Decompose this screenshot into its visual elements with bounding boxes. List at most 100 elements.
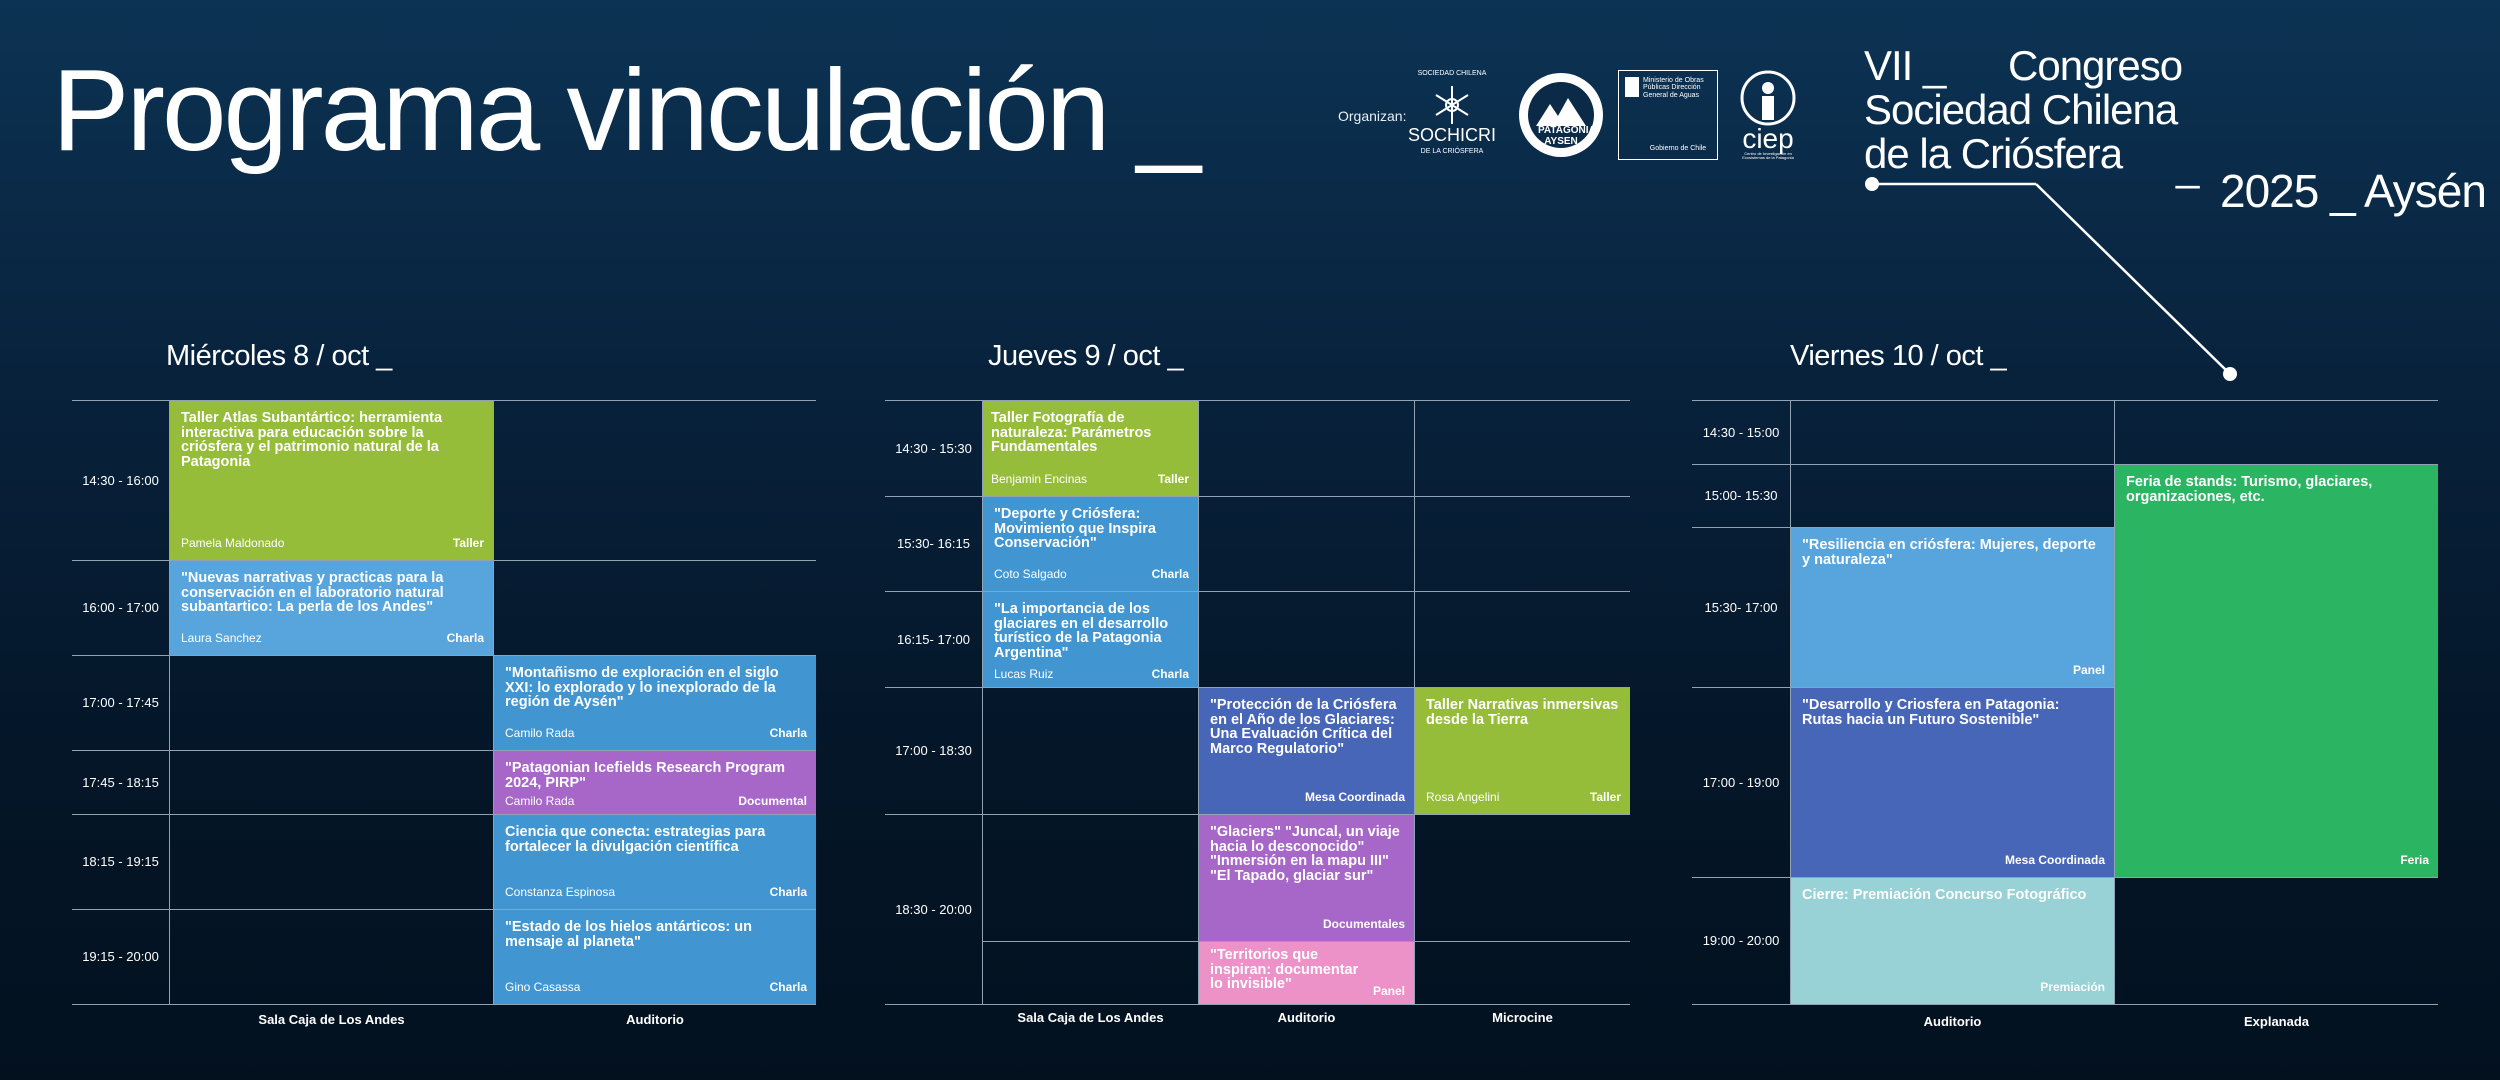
page-title: Programa vinculación _: [52, 45, 1201, 175]
grid-line: [1692, 464, 2438, 465]
event-card[interactable]: Feria de stands: Turismo, glaciares, org…: [2115, 465, 2438, 877]
event-card[interactable]: "Deporte y Criósfera: Movimiento que Ins…: [983, 497, 1198, 591]
time-slot: 15:00- 15:30: [1704, 488, 1778, 503]
event-speaker: Laura Sanchez: [181, 631, 262, 645]
patagonia-aysen-logo: PATAGONIA AYSEN: [1516, 68, 1606, 162]
gobierno-text: Gobierno de Chile: [1649, 145, 1707, 152]
event-card[interactable]: Ciencia que conecta: estrategias para fo…: [494, 815, 816, 909]
grid-line: [2114, 400, 2115, 1004]
congress-word: Congreso: [2008, 42, 2183, 89]
grid-line: [885, 591, 1630, 592]
event-type: Charla: [446, 631, 484, 645]
organizers-label: Organizan:: [1338, 108, 1407, 124]
event-type: Charla: [769, 885, 807, 899]
event-type: Taller: [1157, 472, 1189, 486]
grid-line: [169, 400, 170, 1004]
event-title: "Estado de los hielos antárticos: un men…: [505, 919, 752, 950]
event-type: Charla: [1151, 667, 1189, 681]
grid-line: [1692, 687, 2114, 688]
ciep-logo: ciep Centro de Investigación en Ecosiste…: [1732, 68, 1804, 162]
event-speaker: Gino Casassa: [505, 980, 581, 994]
event-title: "Nuevas narrativas y practicas para la c…: [181, 570, 444, 615]
time-slot: 18:15 - 19:15: [82, 854, 159, 869]
event-card[interactable]: Taller Narrativas inmersivas desde la Ti…: [1415, 688, 1630, 814]
event-type: Charla: [769, 726, 807, 740]
patagonia-aysen-text: PATAGONIA AYSEN: [1538, 125, 1596, 147]
event-title: "Protección de la Criósfera en el Año de…: [1210, 697, 1397, 757]
event-speaker: Camilo Rada: [505, 726, 575, 740]
grid-line: [885, 687, 1630, 688]
event-card[interactable]: "Patagonian Icefields Research Program 2…: [494, 751, 816, 814]
time-slot: 19:15 - 20:00: [82, 949, 159, 964]
event-card[interactable]: "Protección de la Criósfera en el Año de…: [1199, 688, 1414, 814]
event-card[interactable]: "Resiliencia en criósfera: Mujeres, depo…: [1791, 528, 2114, 687]
event-type: Panel: [1372, 984, 1405, 998]
sochicri-bottom-text: DE LA CRIÓSFERA: [1420, 148, 1484, 155]
event-speaker: Pamela Maldonado: [181, 536, 285, 550]
grid-line: [885, 496, 1630, 497]
time-slot: 19:00 - 20:00: [1702, 933, 1780, 948]
event-card[interactable]: Cierre: Premiación Concurso Fotográfico …: [1791, 878, 2114, 1004]
grid-line: [72, 560, 816, 561]
event-title: Cierre: Premiación Concurso Fotográfico: [1802, 887, 2087, 903]
event-card[interactable]: "Nuevas narrativas y practicas para la c…: [170, 561, 493, 655]
ciep-text: ciep: [1742, 123, 1794, 154]
grid-line: [982, 400, 983, 1004]
event-card[interactable]: "Glaciers" "Juncal, un viaje hacia lo de…: [1199, 815, 1414, 941]
sochicri-top-text: SOCIEDAD CHILENA: [1417, 70, 1487, 77]
grid-line: [72, 750, 816, 751]
event-type: Taller: [1589, 790, 1621, 804]
grid-line: [1414, 400, 1415, 1004]
event-card[interactable]: Taller Atlas Subantártico: herramienta i…: [170, 401, 493, 560]
event-title: Feria de stands: Turismo, glaciares, org…: [2126, 474, 2373, 505]
event-type: Charla: [1151, 567, 1189, 581]
grid-line: [885, 814, 1630, 815]
congress-title: VII _ Congreso Sociedad Chilena de la Cr…: [1864, 42, 2199, 188]
column-label: Auditorio: [1923, 1014, 1982, 1029]
day-title-thursday: Jueves 9 / oct _: [988, 340, 1184, 372]
event-card[interactable]: "Territorios que inspiran: documentar lo…: [1199, 942, 1414, 1004]
event-card[interactable]: Taller Fotografía de naturaleza: Parámet…: [983, 401, 1198, 496]
ministerio-logo: Ministerio de Obras Públicas Dirección G…: [1618, 70, 1718, 160]
congress-cryosphere: de la Criósfera: [1864, 130, 2123, 177]
grid-line: [1692, 527, 2114, 528]
column-label: Auditorio: [626, 1012, 684, 1027]
time-slot: 16:00 - 17:00: [82, 600, 159, 615]
time-slot: 15:30- 17:00: [1704, 599, 1778, 615]
time-slot: 17:00 - 17:45: [82, 695, 159, 710]
event-type: Taller: [452, 536, 484, 550]
event-card[interactable]: "Montañismo de exploración en el siglo X…: [494, 656, 816, 750]
event-speaker: Constanza Espinosa: [505, 885, 616, 899]
column-label: Microcine: [1492, 1010, 1553, 1025]
event-title: Taller Fotografía de naturaleza: Parámet…: [991, 410, 1152, 455]
event-title: Ciencia que conecta: estrategias para fo…: [505, 824, 766, 855]
event-type: Charla: [769, 980, 807, 994]
ciep-sub-text: Centro de Investigación en Ecosistemas d…: [1742, 151, 1794, 161]
grid-line: [72, 655, 816, 656]
grid-line: [72, 1004, 816, 1005]
event-card[interactable]: "Desarrollo y Criosfera en Patagonia: Ru…: [1791, 688, 2114, 877]
event-title: "Resiliencia en criósfera: Mujeres, depo…: [1802, 537, 2096, 568]
event-speaker: Coto Salgado: [994, 567, 1067, 581]
event-card[interactable]: "La importancia de los glaciares en el d…: [983, 592, 1198, 687]
event-title: Taller Atlas Subantártico: herramienta i…: [181, 410, 443, 470]
grid-line: [1692, 400, 2438, 401]
time-slot: 17:00 - 19:00: [1702, 774, 1780, 790]
grid-line: [982, 941, 1630, 942]
time-slot: 14:30 - 15:00: [1702, 424, 1780, 440]
event-title: "Patagonian Icefields Research Program 2…: [505, 760, 786, 791]
congress-edition: VII _: [1864, 42, 1946, 89]
event-title: "La importancia de los glaciares en el d…: [994, 601, 1169, 661]
congress-dash: _: [2176, 142, 2199, 189]
event-title: "Territorios que inspiran: documentar lo…: [1210, 947, 1359, 992]
event-title: "Glaciers" "Juncal, un viaje hacia lo de…: [1210, 824, 1400, 884]
sochicri-logo: SOCIEDAD CHILENA SOCHICRI DE LA CRIÓSFER…: [1404, 68, 1500, 162]
event-type: Documental: [738, 794, 807, 808]
day-title-friday: Viernes 10 / oct _: [1790, 340, 2007, 372]
grid-line: [1198, 400, 1199, 1004]
time-slot: 17:00 - 18:30: [895, 743, 972, 758]
time-slot: 18:30 - 20:00: [895, 901, 972, 917]
event-card[interactable]: "Estado de los hielos antárticos: un men…: [494, 910, 816, 1004]
event-type: Feria: [2400, 853, 2429, 867]
event-title: "Deporte y Criósfera: Movimiento que Ins…: [994, 506, 1156, 551]
